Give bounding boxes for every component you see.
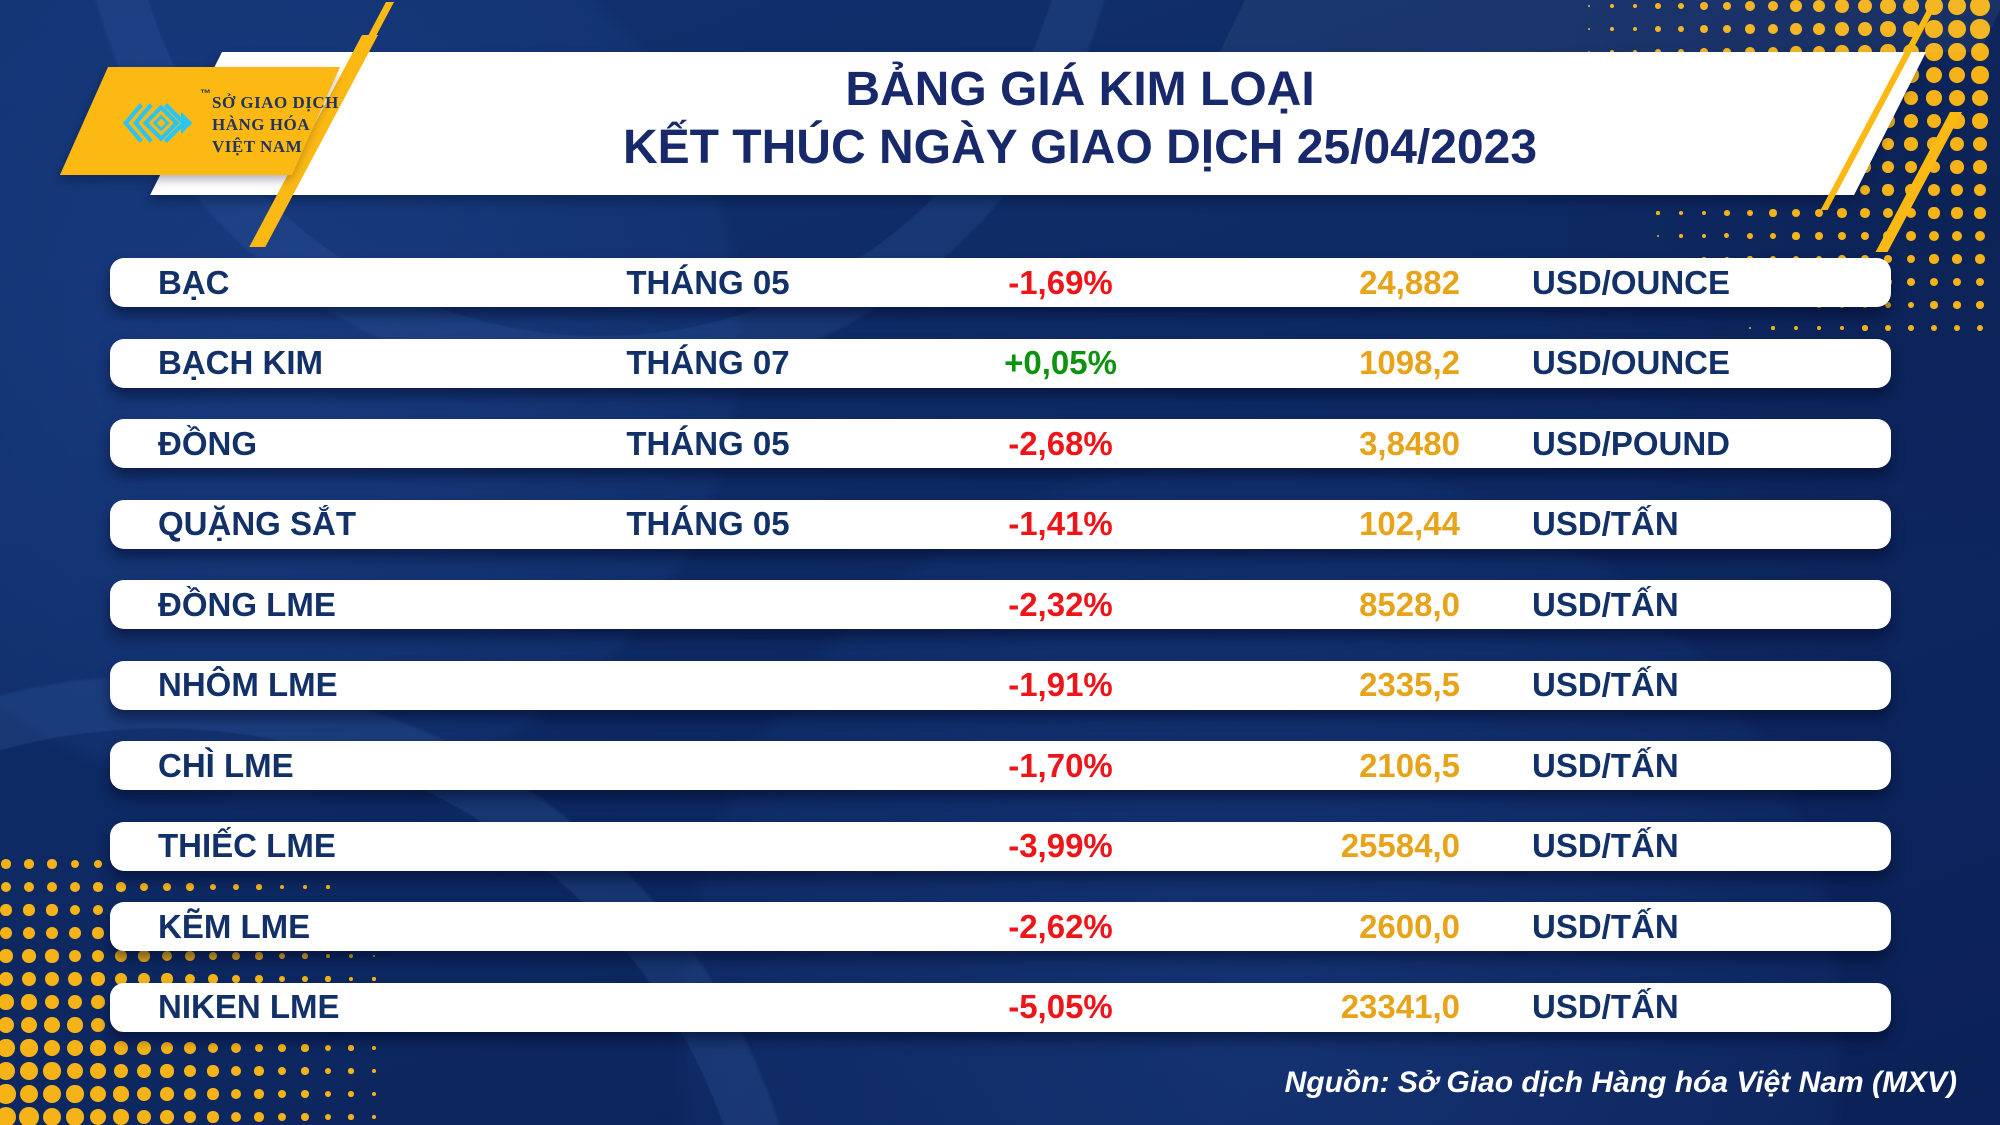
price-unit: USD/TẤN [1532,988,1679,1025]
change-percent: -2,68% [1008,424,1113,462]
price-unit: USD/POUND [1532,424,1731,462]
contract-month: THÁNG 05 [626,424,790,462]
diagonal-stripe-right-thick [1875,112,1962,252]
change-percent: -1,41% [1008,505,1113,542]
price-table: BẠC THÁNG 05 -1,69% 24,882 USD/OUNCE BẠC… [0,258,1891,1032]
table-row: BẠC THÁNG 05 -1,69% 24,882 USD/OUNCE [110,258,1891,307]
top-strip-accent [1219,0,2000,52]
commodity-name: NHÔM LME [158,666,338,703]
logo-org-name: SỞ GIAO DỊCH HÀNG HÓA VIỆT NAM [212,92,339,158]
price-value: 23341,0 [1340,988,1460,1025]
change-percent: -5,05% [1008,988,1113,1025]
commodity-name: QUẶNG SẮT [158,505,356,542]
table-row: NHÔM LME -1,91% 2335,5 USD/TẤN [110,660,1891,710]
commodity-name: ĐỒNG [158,424,257,462]
source-note: Nguồn: Sở Giao dịch Hàng hóa Việt Nam (M… [1284,1066,1957,1099]
price-value: 2106,5 [1359,746,1460,784]
logo-org-line2: HÀNG HÓA [212,115,310,134]
price-value: 3,8480 [1359,424,1460,462]
price-value: 1098,2 [1359,344,1460,381]
price-unit: USD/TẤN [1532,585,1679,623]
commodity-name: CHÌ LME [158,746,294,784]
contract-month: THÁNG 07 [626,344,790,381]
table-row: NIKEN LME -5,05% 23341,0 USD/TẤN [110,982,1891,1032]
mxv-chevron-logo-icon [122,103,193,143]
commodity-name: KẼM LME [158,907,311,945]
price-unit: USD/TẤN [1532,827,1679,864]
table-row: THIẾC LME -3,99% 25584,0 USD/TẤN [110,821,1891,871]
change-percent: -2,62% [1008,907,1113,945]
commodity-name: BẠC [158,263,230,301]
change-percent: -1,91% [1008,666,1113,703]
table-row: QUẶNG SẮT THÁNG 05 -1,41% 102,44 USD/TẤN [110,499,1891,549]
table-row: BẠCH KIM THÁNG 07 +0,05% 1098,2 USD/OUNC… [110,338,1891,388]
commodity-name: THIẾC LME [158,827,336,864]
logo-org-line1: SỞ GIAO DỊCH [212,93,339,112]
page-title: BẢNG GIÁ KIM LOẠI KẾT THÚC NGÀY GIAO DỊC… [300,61,1860,177]
price-value: 2335,5 [1359,666,1460,703]
price-value: 8528,0 [1359,585,1460,623]
change-percent: -1,69% [1008,263,1113,301]
change-percent: +0,05% [1004,344,1117,381]
mxv-logo: ™ SỞ GIAO DỊCH HÀNG HÓA VIỆT NAM [116,86,356,166]
table-row: CHÌ LME -1,70% 2106,5 USD/TẤN [110,741,1891,790]
price-value: 2600,0 [1359,907,1460,945]
price-unit: USD/TẤN [1532,907,1679,945]
price-unit: USD/TẤN [1532,505,1679,542]
change-percent: -3,99% [1008,827,1113,864]
price-value: 25584,0 [1340,827,1460,864]
page-title-line2: KẾT THÚC NGÀY GIAO DỊCH 25/04/2023 [622,121,1538,174]
price-unit: USD/OUNCE [1532,263,1731,301]
price-unit: USD/TẤN [1532,746,1679,784]
commodity-name: NIKEN LME [158,988,340,1025]
commodity-name: BẠCH KIM [158,344,323,381]
contract-month: THÁNG 05 [626,505,790,542]
price-unit: USD/TẤN [1532,666,1679,703]
table-row: KẼM LME -2,62% 2600,0 USD/TẤN [110,902,1891,951]
price-value: 24,882 [1359,263,1460,301]
commodity-name: ĐỒNG LME [158,585,336,623]
price-value: 102,44 [1359,505,1460,542]
page-title-line1: BẢNG GIÁ KIM LOẠI [845,63,1315,116]
change-percent: -2,32% [1008,585,1113,623]
price-unit: USD/OUNCE [1532,344,1731,381]
table-row: ĐỒNG LME -2,32% 8528,0 USD/TẤN [110,580,1891,629]
trademark-symbol: ™ [200,88,211,100]
logo-org-line3: VIỆT NAM [212,137,303,156]
change-percent: -1,70% [1008,746,1113,784]
contract-month: THÁNG 05 [626,263,790,301]
table-row: ĐỒNG THÁNG 05 -2,68% 3,8480 USD/POUND [110,419,1891,468]
